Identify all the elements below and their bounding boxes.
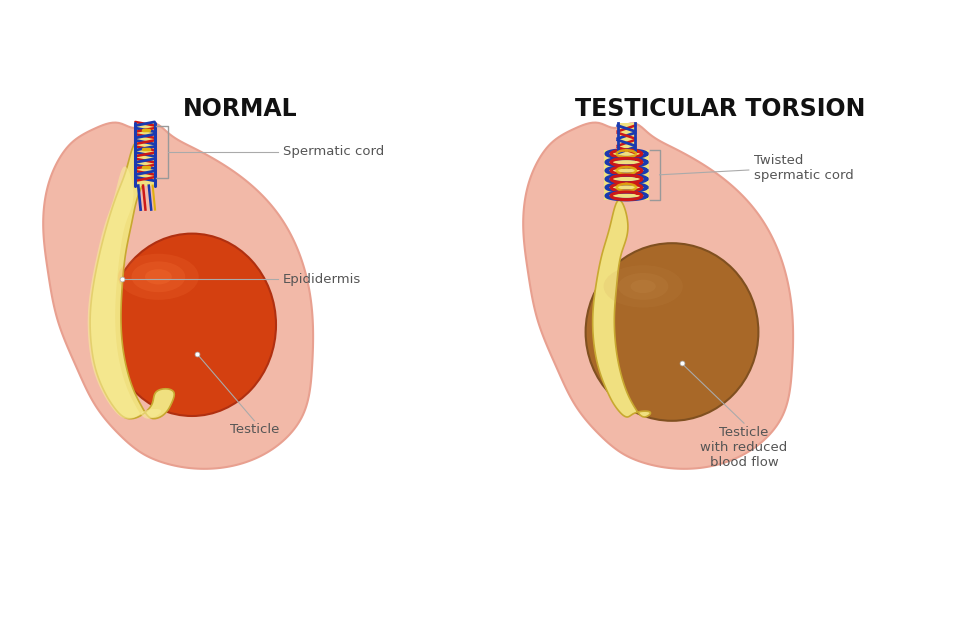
Ellipse shape xyxy=(631,280,656,293)
Ellipse shape xyxy=(118,253,199,300)
Text: Spermatic cord: Spermatic cord xyxy=(283,145,384,159)
Polygon shape xyxy=(523,123,793,469)
Polygon shape xyxy=(592,200,651,417)
Polygon shape xyxy=(134,123,156,186)
Polygon shape xyxy=(87,166,161,419)
Text: Twisted
spermatic cord: Twisted spermatic cord xyxy=(754,154,853,182)
Ellipse shape xyxy=(604,265,683,307)
Polygon shape xyxy=(90,143,175,419)
Text: Testicle: Testicle xyxy=(229,423,279,436)
Ellipse shape xyxy=(108,234,276,416)
Text: TESTICULAR TORSION: TESTICULAR TORSION xyxy=(575,97,865,121)
Ellipse shape xyxy=(618,273,668,300)
Polygon shape xyxy=(43,123,313,469)
Ellipse shape xyxy=(132,261,185,292)
Text: NORMAL: NORMAL xyxy=(182,97,298,121)
Text: Epididermis: Epididermis xyxy=(283,273,362,285)
Ellipse shape xyxy=(586,243,758,421)
Text: Testicle
with reduced
blood flow: Testicle with reduced blood flow xyxy=(701,426,787,468)
Polygon shape xyxy=(616,196,637,200)
Ellipse shape xyxy=(145,269,172,284)
Polygon shape xyxy=(604,150,649,200)
Polygon shape xyxy=(616,123,636,150)
